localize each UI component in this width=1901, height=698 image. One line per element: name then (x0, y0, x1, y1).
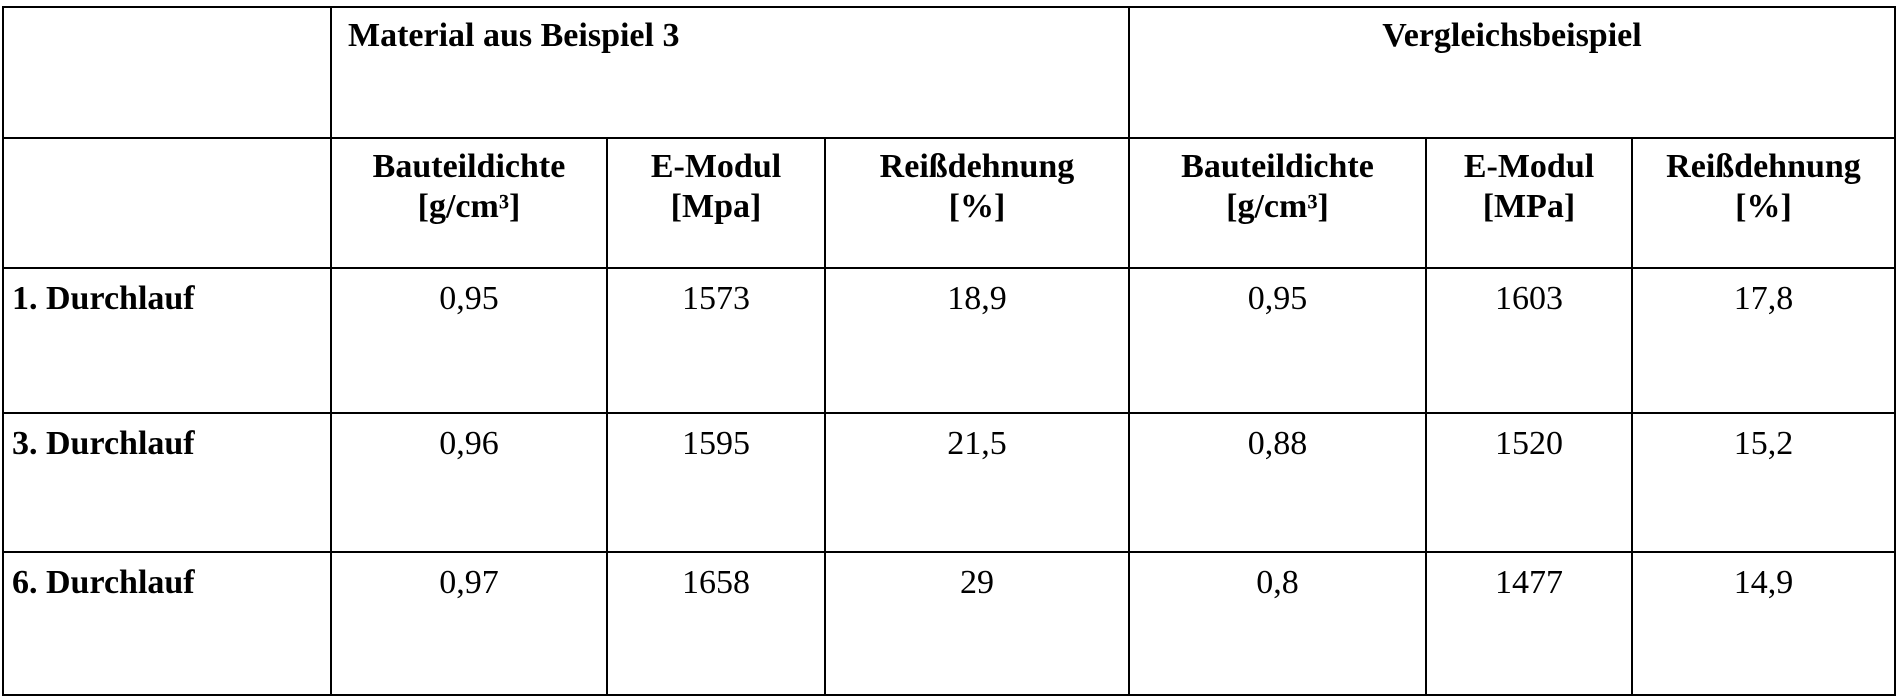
table-cell: 29 (825, 552, 1129, 695)
empty-header-cell (3, 138, 331, 268)
row-label: 6. Durchlauf (3, 552, 331, 695)
col-header-label: E-Modul (608, 147, 824, 187)
col-header-label: E-Modul (1427, 147, 1631, 187)
col-header-unit: [%] (826, 187, 1128, 227)
table-row: 6. Durchlauf 0,97 1658 29 0,8 1477 14,9 (3, 552, 1895, 695)
table-cell: 0,88 (1129, 413, 1426, 552)
col-header-density-2: Bauteildichte[g/cm³] (1129, 138, 1426, 268)
table-cell: 0,95 (331, 268, 607, 413)
table-row: 3. Durchlauf 0,96 1595 21,5 0,88 1520 15… (3, 413, 1895, 552)
col-header-unit: [g/cm³] (332, 187, 606, 227)
table-cell: 18,9 (825, 268, 1129, 413)
group-header-row: Material aus Beispiel 3 Vergleichsbeispi… (3, 7, 1895, 138)
table-cell: 17,8 (1632, 268, 1895, 413)
row-label: 3. Durchlauf (3, 413, 331, 552)
table-cell: 0,95 (1129, 268, 1426, 413)
table-cell: 15,2 (1632, 413, 1895, 552)
col-header-label: Reißdehnung (1633, 147, 1894, 187)
table-cell: 0,96 (331, 413, 607, 552)
table-cell: 0,97 (331, 552, 607, 695)
row-label: 1. Durchlauf (3, 268, 331, 413)
col-header-label: Bauteildichte (1130, 147, 1425, 187)
table-cell: 1477 (1426, 552, 1632, 695)
table-cell: 21,5 (825, 413, 1129, 552)
table-cell: 1520 (1426, 413, 1632, 552)
table-cell: 1595 (607, 413, 825, 552)
col-header-unit: [MPa] (1427, 187, 1631, 227)
col-header-unit: [Mpa] (608, 187, 824, 227)
group-header-comparison: Vergleichsbeispiel (1129, 7, 1895, 138)
col-header-density-1: Bauteildichte[g/cm³] (331, 138, 607, 268)
col-header-label: Reißdehnung (826, 147, 1128, 187)
col-header-modulus-2: E-Modul[MPa] (1426, 138, 1632, 268)
table-row: 1. Durchlauf 0,95 1573 18,9 0,95 1603 17… (3, 268, 1895, 413)
empty-corner-cell (3, 7, 331, 138)
col-header-modulus-1: E-Modul[Mpa] (607, 138, 825, 268)
col-header-label: Bauteildichte (332, 147, 606, 187)
table-cell: 1658 (607, 552, 825, 695)
table-cell: 14,9 (1632, 552, 1895, 695)
col-header-elongation-1: Reißdehnung[%] (825, 138, 1129, 268)
col-header-elongation-2: Reißdehnung[%] (1632, 138, 1895, 268)
table-cell: 0,8 (1129, 552, 1426, 695)
results-table: Material aus Beispiel 3 Vergleichsbeispi… (2, 6, 1896, 696)
col-header-unit: [%] (1633, 187, 1894, 227)
table-cell: 1603 (1426, 268, 1632, 413)
col-header-unit: [g/cm³] (1130, 187, 1425, 227)
table-cell: 1573 (607, 268, 825, 413)
column-header-row: Bauteildichte[g/cm³] E-Modul[Mpa] Reißde… (3, 138, 1895, 268)
group-header-material: Material aus Beispiel 3 (331, 7, 1129, 138)
